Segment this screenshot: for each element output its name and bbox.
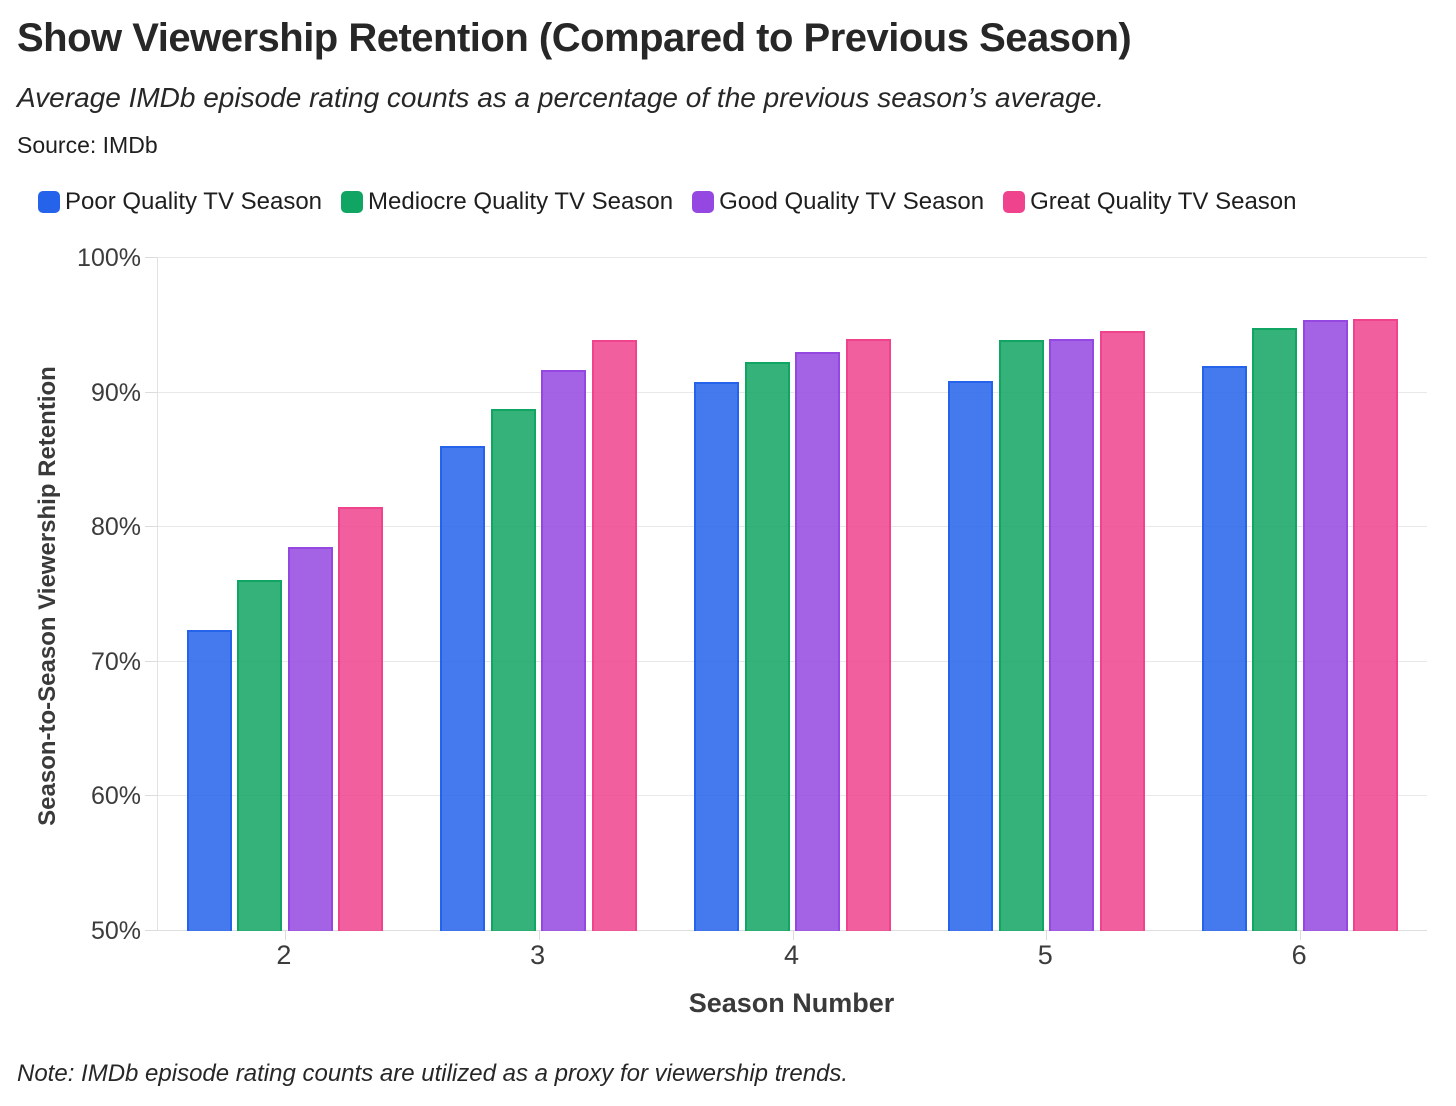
bar-season6-series2 bbox=[1302, 319, 1348, 931]
bar-season5-series2 bbox=[1049, 338, 1095, 931]
bar-season3-series3 bbox=[591, 340, 637, 931]
bar-season4-series0 bbox=[694, 381, 740, 931]
x-tick-mark bbox=[1300, 931, 1302, 940]
y-axis-title: Season-to-Season Viewership Retention bbox=[34, 366, 61, 826]
bar-season6-series1 bbox=[1252, 328, 1298, 931]
bar-season2-series0 bbox=[186, 629, 232, 931]
y-tick-label-70: 70% bbox=[90, 647, 141, 676]
y-tick-mark bbox=[145, 391, 158, 393]
y-tick-mark bbox=[145, 930, 158, 931]
bar-season5-series3 bbox=[1099, 330, 1145, 931]
x-tick-mark bbox=[1046, 931, 1048, 940]
bar-season4-series3 bbox=[845, 338, 891, 931]
gridline-90 bbox=[158, 391, 1427, 393]
y-tick-label-60: 60% bbox=[90, 782, 141, 811]
chart-source: Source: IMDb bbox=[17, 132, 158, 158]
y-tick-mark bbox=[145, 660, 158, 662]
y-tick-mark bbox=[145, 526, 158, 528]
legend-item-mediocre: Mediocre Quality TV Season bbox=[341, 188, 673, 216]
gridline-60 bbox=[158, 795, 1427, 797]
x-tick-label-6: 6 bbox=[1291, 940, 1307, 970]
bar-season6-series0 bbox=[1201, 365, 1247, 931]
legend-item-great: Great Quality TV Season bbox=[1003, 188, 1296, 216]
bar-season5-series0 bbox=[948, 380, 994, 931]
bar-season3-series2 bbox=[541, 369, 587, 931]
bar-season5-series1 bbox=[998, 340, 1044, 931]
bar-season4-series1 bbox=[744, 361, 790, 931]
y-tick-label-90: 90% bbox=[90, 378, 141, 407]
x-tick-label-3: 3 bbox=[530, 940, 546, 970]
bar-season2-series1 bbox=[237, 579, 283, 931]
bar-season3-series1 bbox=[490, 408, 536, 931]
x-tick-mark bbox=[538, 931, 540, 940]
x-axis-title: Season Number bbox=[688, 988, 895, 1018]
gridline-50 bbox=[158, 930, 1427, 931]
legend: Poor Quality TV Season Mediocre Quality … bbox=[38, 188, 1296, 216]
y-tick-label-80: 80% bbox=[90, 513, 141, 542]
legend-item-good: Good Quality TV Season bbox=[692, 188, 984, 216]
chart-subtitle: Average IMDb episode rating counts as a … bbox=[17, 82, 1104, 113]
x-tick-mark bbox=[792, 931, 794, 940]
gridline-70 bbox=[158, 660, 1427, 662]
y-tick-label-50: 50% bbox=[90, 917, 141, 945]
plot-area bbox=[145, 257, 1427, 940]
x-tick-mark bbox=[284, 931, 286, 940]
chart-title: Show Viewership Retention (Compared to P… bbox=[17, 16, 1132, 60]
bar-season2-series2 bbox=[287, 547, 333, 931]
legend-label-great: Great Quality TV Season bbox=[1030, 188, 1297, 215]
x-tick-label-2: 2 bbox=[276, 940, 292, 970]
bar-season6-series3 bbox=[1353, 318, 1399, 931]
gridline-100 bbox=[158, 257, 1427, 258]
y-tick-mark bbox=[145, 257, 158, 258]
legend-swatch-great bbox=[1003, 191, 1026, 213]
legend-swatch-good bbox=[692, 191, 715, 213]
x-tick-label-5: 5 bbox=[1037, 940, 1053, 970]
legend-label-mediocre: Mediocre Quality TV Season bbox=[368, 188, 674, 215]
legend-swatch-mediocre bbox=[341, 191, 364, 213]
bar-season3-series0 bbox=[440, 446, 486, 931]
legend-swatch-poor bbox=[38, 191, 60, 213]
legend-label-good: Good Quality TV Season bbox=[719, 188, 985, 215]
bar-season4-series2 bbox=[795, 352, 841, 931]
y-tick-label-100: 100% bbox=[77, 244, 141, 272]
footnote: Note: IMDb episode rating counts are uti… bbox=[17, 1060, 849, 1087]
gridline-80 bbox=[158, 526, 1427, 528]
legend-label-poor: Poor Quality TV Season bbox=[65, 188, 323, 215]
legend-item-poor: Poor Quality TV Season bbox=[38, 188, 322, 216]
y-tick-mark bbox=[145, 795, 158, 797]
bar-season2-series3 bbox=[338, 507, 384, 931]
x-tick-label-4: 4 bbox=[783, 940, 800, 970]
